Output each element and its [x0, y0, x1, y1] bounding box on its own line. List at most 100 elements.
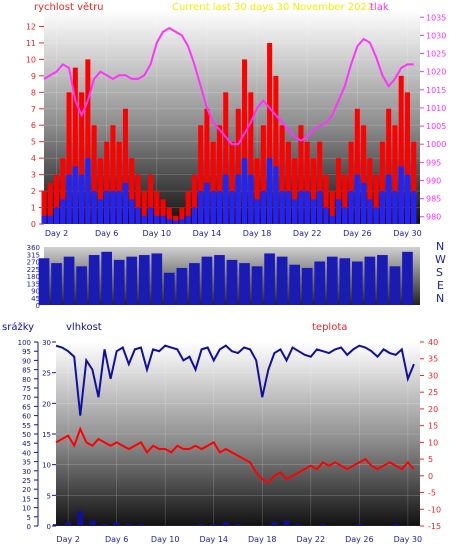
wind-gust-bar — [54, 207, 60, 224]
wind-gust-bar — [141, 215, 147, 224]
rain-bar — [89, 520, 96, 526]
rain-axis-tick-label: 55 — [22, 422, 31, 430]
wind-gust-bar — [110, 191, 116, 224]
wind-direction-bar — [326, 256, 338, 305]
wind-speed-bar — [273, 75, 279, 224]
wind-speed-bar — [248, 92, 254, 224]
wind-speed-bar — [223, 92, 229, 224]
wind-direction-bar — [113, 259, 125, 305]
wind-speed-bar — [54, 174, 60, 224]
wind-gust-bar — [348, 191, 354, 224]
wind-gust-bar — [242, 158, 248, 224]
direction-label-s: S — [436, 266, 443, 279]
wind-speed-bar — [254, 158, 260, 224]
wind-gust-bar — [273, 166, 279, 224]
direction-axis-tick-label: 90 — [31, 288, 40, 296]
wind-gust-bar — [336, 199, 342, 224]
wind-gust-bar — [229, 191, 235, 224]
wind-speed-bar — [336, 158, 342, 224]
wind-speed-bar — [329, 191, 335, 224]
rain-axis-tick-label: 90 — [22, 357, 31, 365]
direction-axis-tick-label: 315 — [27, 251, 40, 259]
wind-gust-bar — [292, 199, 298, 224]
direction-label-n-top: N — [436, 240, 445, 253]
wind-direction-bar — [201, 256, 213, 305]
wind-gust-bar — [379, 191, 385, 224]
wind-x-tick-label: Day 18 — [243, 229, 272, 238]
wind-speed-bar — [210, 141, 216, 224]
wind-speed-bar — [361, 125, 367, 224]
direction-axis-tick-label: 225 — [27, 266, 40, 274]
rain-axis-tick-label: 95 — [22, 348, 31, 356]
temperature-axis-tick-label: -15 — [428, 522, 441, 531]
wind-speed-bar — [279, 125, 285, 224]
wind-speed-bar — [129, 158, 135, 224]
wind-speed-bar — [304, 141, 310, 224]
direction-axis-tick-label: 360 — [27, 244, 40, 252]
wind-direction-bar — [101, 251, 112, 305]
direction-axis-tick-label: 135 — [27, 280, 40, 288]
wind-direction-bar — [88, 255, 100, 305]
pressure-axis-tick-label: 995 — [426, 158, 441, 167]
pressure-axis-tick-label: 1005 — [426, 122, 446, 131]
wind-speed-bar — [317, 141, 323, 224]
wind-speed-bar — [404, 92, 410, 224]
wind-speed-bar — [342, 174, 348, 224]
rain-axis-tick-label: 5 — [27, 514, 31, 522]
rain-axis-tick-label: 0 — [27, 523, 31, 531]
wind-axis-tick-label: 9 — [31, 72, 36, 81]
wind-axis-tick-label: 4 — [31, 154, 36, 163]
wind-x-tick-label: Day 6 — [95, 229, 118, 238]
rain-bar — [125, 524, 132, 526]
lower-x-tick-label: Day 14 — [199, 535, 228, 544]
temperature-axis-tick-label: 35 — [428, 355, 438, 364]
rain-bar — [271, 522, 278, 526]
rain-bar — [137, 524, 144, 526]
wind-gust-bar — [404, 174, 410, 224]
humidity-axis-tick-label: 15 — [42, 431, 51, 439]
wind-direction-bar — [214, 255, 225, 305]
temperature-title: teplota — [312, 322, 348, 333]
wind-speed-bar — [367, 158, 373, 224]
temperature-axis-tick-label: -5 — [428, 489, 436, 498]
pressure-axis-tick-label: 990 — [426, 176, 441, 185]
rain-bar — [77, 511, 84, 526]
wind-direction-bar — [151, 253, 163, 305]
direction-axis-tick-label: 45 — [31, 295, 40, 303]
wind-gust-bar — [386, 174, 392, 224]
pressure-axis-tick-label: 1025 — [426, 50, 446, 59]
wind-speed-bar — [116, 141, 122, 224]
rain-bar — [198, 524, 205, 526]
wind-speed-bar — [204, 108, 210, 224]
wind-speed-bar — [72, 67, 78, 224]
wind-speed-bar — [79, 92, 85, 224]
wind-gust-bar — [160, 215, 166, 224]
direction-label-n-bottom: N — [436, 292, 445, 305]
temperature-axis-tick-label: -10 — [428, 505, 441, 514]
wind-x-tick-label: Day 2 — [45, 229, 68, 238]
lower-x-tick-label: Day 2 — [56, 535, 79, 544]
humidity-title: vlhkost — [66, 322, 102, 333]
wind-gust-bar — [373, 207, 379, 224]
wind-speed-bar — [235, 108, 241, 224]
rain-axis-tick-label: 40 — [22, 449, 31, 457]
wind-gust-bar — [166, 219, 172, 224]
rain-bar — [234, 524, 242, 526]
wind-x-tick-label: Day 10 — [143, 229, 172, 238]
wind-direction-bar — [63, 256, 75, 305]
wind-speed-bar — [66, 92, 72, 224]
rain-bar — [283, 520, 290, 526]
pressure-axis-tick-label: 1020 — [426, 68, 446, 77]
rain-bar — [101, 524, 108, 526]
rain-axis-tick-label: 100 — [18, 339, 31, 347]
wind-gust-bar — [329, 215, 335, 224]
lower-plot-background — [56, 342, 420, 526]
wind-speed-bar — [216, 125, 222, 224]
wind-gust-bar — [254, 199, 260, 224]
temperature-axis-tick-label: 25 — [428, 388, 438, 397]
wind-gust-bar — [260, 191, 266, 224]
wind-direction-bar — [377, 255, 388, 305]
humidity-axis-tick-label: 25 — [42, 370, 51, 378]
